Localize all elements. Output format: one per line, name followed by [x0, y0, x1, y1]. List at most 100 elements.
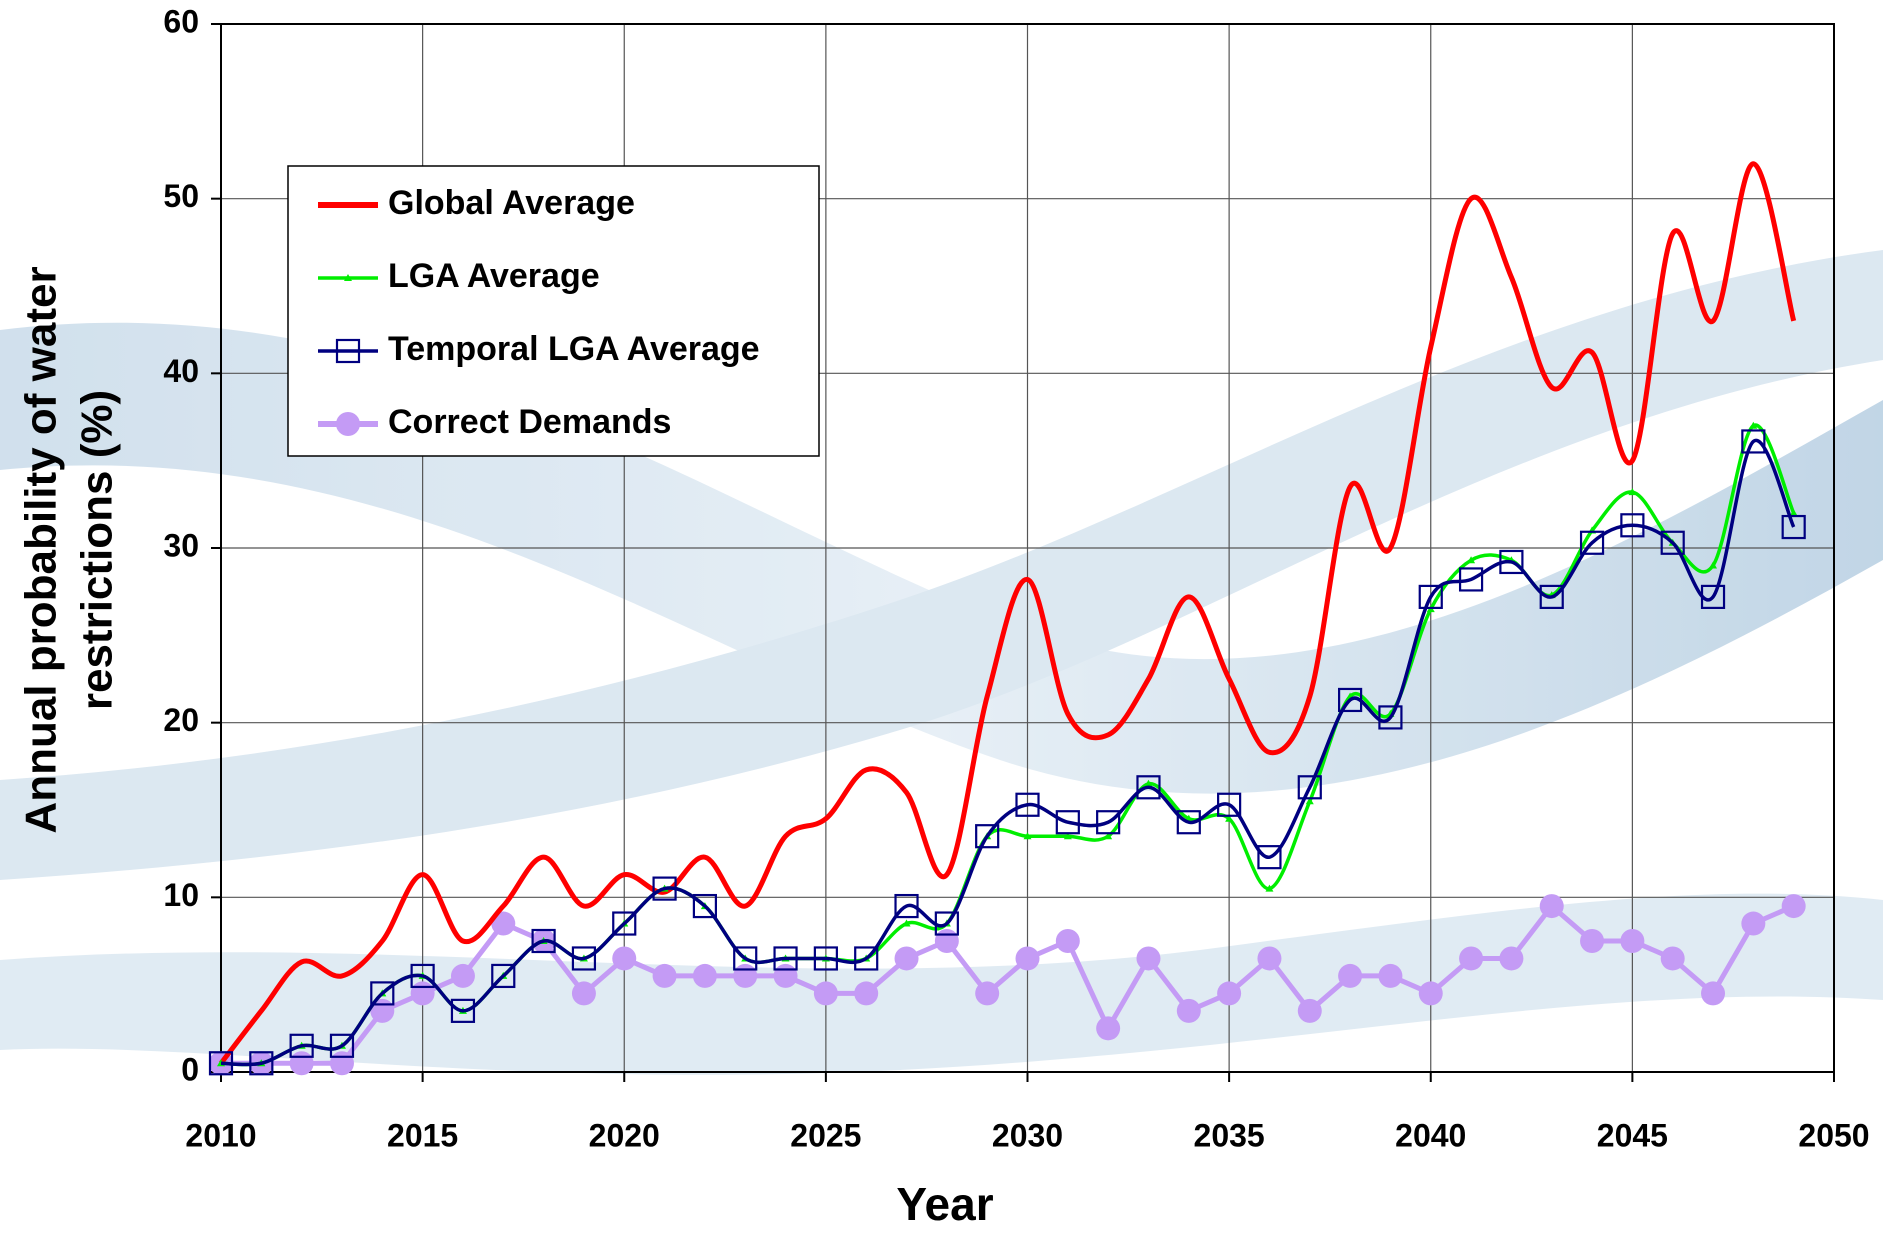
- marker: [491, 911, 516, 936]
- marker: [336, 412, 360, 436]
- marker: [289, 1051, 314, 1076]
- marker: [692, 893, 718, 919]
- x-tick-label: 2050: [1798, 1117, 1869, 1153]
- marker: [1176, 998, 1201, 1023]
- marker: [1096, 1016, 1121, 1041]
- marker: [335, 338, 361, 364]
- marker: [975, 981, 1000, 1006]
- marker: [733, 963, 758, 988]
- marker: [1096, 810, 1121, 835]
- marker: [571, 946, 597, 971]
- marker: [934, 929, 959, 953]
- marker: [249, 1051, 274, 1076]
- marker: [773, 946, 798, 971]
- series-line: [219, 161, 1797, 1065]
- marker: [1499, 946, 1524, 971]
- marker: [1499, 549, 1524, 575]
- series-line: [220, 438, 1796, 1067]
- marker: [1660, 946, 1685, 971]
- x-tick-label: 2040: [1395, 1117, 1466, 1153]
- legend-label: Temporal LGA Average: [388, 330, 760, 368]
- marker: [692, 963, 717, 988]
- legend: Global Average LGA Average Temporal LGA Av…: [287, 165, 820, 457]
- marker: [344, 274, 352, 281]
- marker: [1023, 832, 1032, 840]
- marker: [902, 919, 911, 927]
- marker: [1620, 929, 1645, 953]
- y-tick-label: 60: [163, 3, 199, 39]
- marker: [1144, 779, 1153, 787]
- marker: [1257, 946, 1282, 971]
- marker: [1104, 832, 1113, 840]
- marker: [1539, 894, 1564, 919]
- y-tick-label: 40: [163, 353, 199, 389]
- marker: [289, 1033, 314, 1058]
- marker: [1297, 998, 1322, 1023]
- marker: [1055, 810, 1080, 835]
- series-layer: [208, 161, 1806, 1076]
- marker: [1749, 421, 1758, 429]
- marker: [894, 946, 919, 971]
- marker: [1620, 513, 1645, 538]
- x-axis-title: Year: [896, 1178, 993, 1230]
- marker: [894, 893, 919, 919]
- marker: [1378, 705, 1403, 730]
- marker: [1459, 946, 1484, 971]
- marker: [1297, 775, 1322, 800]
- marker: [1781, 514, 1806, 540]
- marker: [1338, 963, 1363, 988]
- marker: [733, 946, 758, 971]
- y-axis-title: Annual probability of water: [17, 266, 66, 833]
- marker: [1337, 687, 1363, 713]
- marker: [1257, 845, 1282, 870]
- marker: [1579, 530, 1605, 555]
- legend-label: LGA Average: [388, 257, 600, 295]
- marker: [410, 981, 435, 1006]
- marker: [1580, 929, 1605, 953]
- y-tick-label: 0: [181, 1051, 199, 1087]
- marker: [208, 1051, 234, 1076]
- marker: [612, 911, 637, 936]
- marker: [1741, 911, 1766, 936]
- marker: [1539, 584, 1564, 610]
- y-tick-label: 50: [163, 178, 199, 214]
- marker: [1176, 810, 1201, 835]
- marker: [1378, 963, 1403, 988]
- marker: [1305, 797, 1314, 805]
- marker: [975, 824, 1000, 849]
- marker: [1741, 429, 1766, 454]
- marker: [1660, 530, 1685, 555]
- legend-box: [287, 165, 820, 457]
- marker: [1136, 946, 1161, 971]
- x-tick-label: 2025: [790, 1117, 861, 1153]
- marker: [652, 876, 677, 901]
- marker: [1217, 981, 1242, 1006]
- marker: [1063, 832, 1072, 840]
- marker: [1458, 567, 1484, 592]
- marker: [1418, 981, 1443, 1006]
- marker: [1136, 775, 1161, 800]
- y-axis-title: restrictions (%): [73, 390, 122, 710]
- x-tick-label: 2010: [185, 1117, 256, 1153]
- marker: [329, 1051, 354, 1076]
- marker: [1789, 509, 1798, 517]
- marker: [1628, 488, 1637, 496]
- x-tick-label: 2030: [992, 1117, 1063, 1153]
- marker: [329, 1033, 355, 1058]
- marker: [1781, 894, 1806, 919]
- marker: [1265, 884, 1274, 892]
- series-line: [221, 903, 1795, 1066]
- marker: [1467, 556, 1476, 564]
- marker: [571, 981, 596, 1006]
- marker: [1015, 792, 1040, 817]
- marker: [652, 963, 677, 988]
- x-tick-label: 2015: [387, 1117, 458, 1153]
- y-tick-label: 20: [163, 702, 199, 738]
- marker: [370, 981, 395, 1006]
- x-tick-label: 2020: [589, 1117, 660, 1153]
- plot-frame: [220, 23, 1835, 1073]
- marker: [1225, 814, 1234, 822]
- marker: [773, 963, 798, 988]
